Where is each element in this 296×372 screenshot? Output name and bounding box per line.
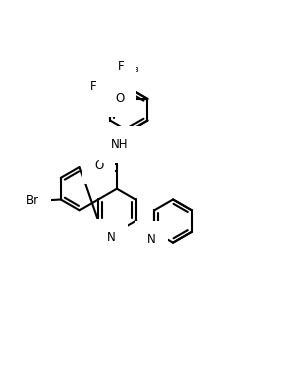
Text: F: F [90,80,96,93]
Text: CH₃: CH₃ [118,64,139,74]
Text: N: N [107,231,116,244]
Text: O: O [115,92,124,105]
Text: O: O [94,159,103,172]
Text: NH: NH [111,138,129,151]
Text: N: N [147,233,156,246]
Text: F: F [118,60,124,73]
Text: Br: Br [26,194,39,207]
